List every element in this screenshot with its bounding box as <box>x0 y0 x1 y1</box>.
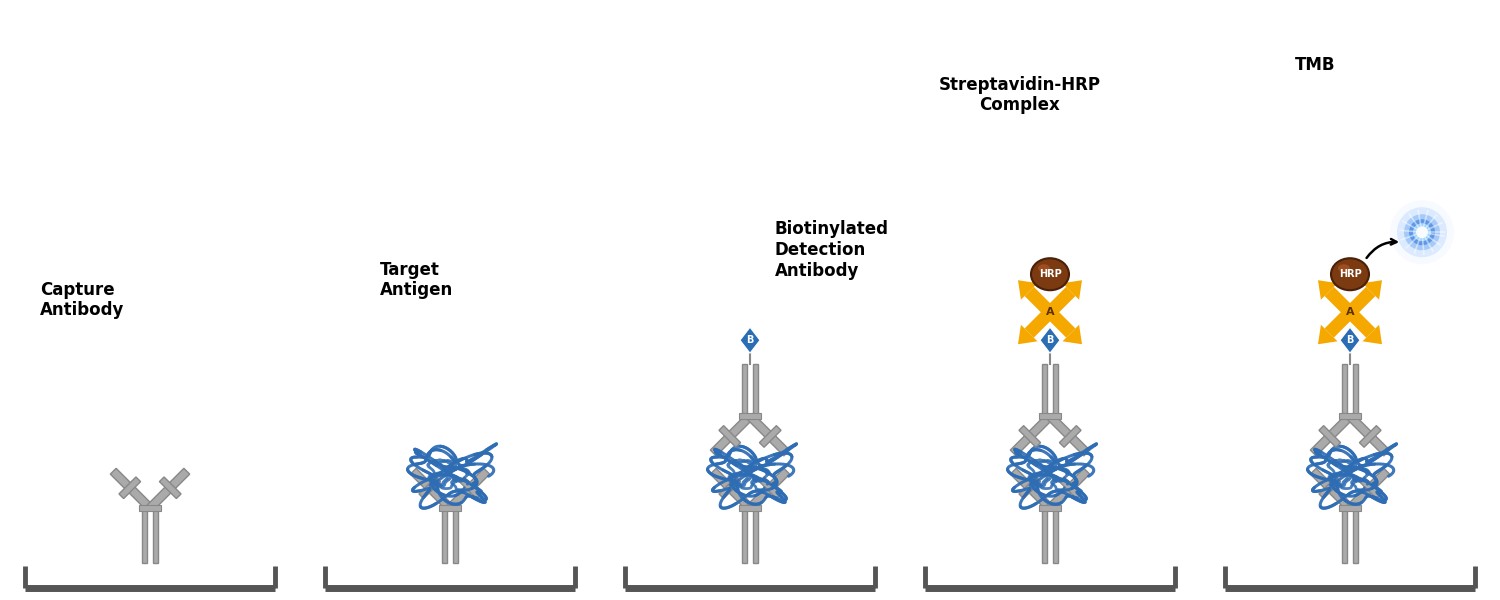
Polygon shape <box>1342 364 1347 416</box>
Polygon shape <box>1318 325 1338 344</box>
FancyBboxPatch shape <box>1040 505 1060 511</box>
FancyBboxPatch shape <box>740 505 760 511</box>
Ellipse shape <box>1330 258 1370 290</box>
Polygon shape <box>442 508 447 563</box>
Polygon shape <box>447 469 489 511</box>
Text: A: A <box>1346 307 1354 317</box>
Polygon shape <box>1346 287 1376 317</box>
Polygon shape <box>711 469 753 511</box>
Polygon shape <box>111 469 153 511</box>
Polygon shape <box>147 469 189 511</box>
Polygon shape <box>1347 469 1389 511</box>
Polygon shape <box>1053 364 1058 416</box>
Bar <box>1041 303 1059 322</box>
Circle shape <box>1416 226 1428 238</box>
Polygon shape <box>759 477 782 499</box>
Polygon shape <box>1347 413 1389 456</box>
Polygon shape <box>142 508 147 563</box>
Polygon shape <box>159 477 182 499</box>
Polygon shape <box>1362 325 1382 344</box>
Polygon shape <box>1324 308 1354 338</box>
Text: Capture
Antibody: Capture Antibody <box>40 281 125 319</box>
Text: B: B <box>747 335 753 345</box>
Polygon shape <box>1340 327 1360 353</box>
Polygon shape <box>1359 477 1382 499</box>
Polygon shape <box>740 327 760 353</box>
Polygon shape <box>1346 308 1376 338</box>
Polygon shape <box>1318 425 1341 447</box>
Polygon shape <box>718 477 741 499</box>
Text: B: B <box>1347 335 1353 345</box>
Polygon shape <box>1318 280 1338 300</box>
Polygon shape <box>1046 308 1076 338</box>
Text: HRP: HRP <box>1338 269 1362 279</box>
Bar <box>1341 303 1359 322</box>
Polygon shape <box>1324 287 1354 317</box>
Polygon shape <box>1042 364 1047 416</box>
Polygon shape <box>742 364 747 416</box>
Polygon shape <box>1047 413 1089 456</box>
Polygon shape <box>1311 413 1353 456</box>
Ellipse shape <box>1038 264 1050 272</box>
Polygon shape <box>753 364 758 416</box>
Polygon shape <box>1353 364 1358 416</box>
Polygon shape <box>1040 327 1060 353</box>
Polygon shape <box>1046 287 1076 317</box>
Polygon shape <box>1024 308 1054 338</box>
Text: HRP: HRP <box>1038 269 1062 279</box>
FancyBboxPatch shape <box>440 505 460 511</box>
Circle shape <box>1404 214 1440 250</box>
Text: A: A <box>1046 307 1054 317</box>
Polygon shape <box>1062 280 1082 300</box>
Polygon shape <box>1053 508 1058 563</box>
Text: B: B <box>1047 335 1053 345</box>
Circle shape <box>1396 207 1447 257</box>
Polygon shape <box>153 508 158 563</box>
FancyBboxPatch shape <box>140 505 160 511</box>
Polygon shape <box>419 477 441 499</box>
FancyBboxPatch shape <box>1340 413 1360 419</box>
FancyBboxPatch shape <box>1340 505 1360 511</box>
Polygon shape <box>1019 325 1038 344</box>
FancyBboxPatch shape <box>740 413 760 419</box>
Circle shape <box>1408 219 1436 245</box>
Polygon shape <box>1342 508 1347 563</box>
Text: Biotinylated
Detection
Antibody: Biotinylated Detection Antibody <box>776 220 889 280</box>
FancyBboxPatch shape <box>1040 413 1060 419</box>
Polygon shape <box>1311 469 1353 511</box>
Polygon shape <box>1042 508 1047 563</box>
Polygon shape <box>711 413 753 456</box>
Ellipse shape <box>1030 258 1069 290</box>
Ellipse shape <box>1338 264 1350 272</box>
Polygon shape <box>1019 477 1041 499</box>
Text: Target
Antigen: Target Antigen <box>380 260 453 299</box>
Polygon shape <box>747 469 789 511</box>
Polygon shape <box>1353 508 1358 563</box>
Polygon shape <box>411 469 453 511</box>
Polygon shape <box>1062 325 1082 344</box>
Text: TMB: TMB <box>1294 56 1335 74</box>
Polygon shape <box>459 477 482 499</box>
Polygon shape <box>1011 413 1053 456</box>
Polygon shape <box>1059 477 1082 499</box>
Polygon shape <box>1011 469 1053 511</box>
Polygon shape <box>1019 280 1038 300</box>
Polygon shape <box>742 508 747 563</box>
Polygon shape <box>1362 280 1382 300</box>
Polygon shape <box>453 508 458 563</box>
Polygon shape <box>1047 469 1089 511</box>
Polygon shape <box>1318 477 1341 499</box>
Text: Streptavidin-HRP
Complex: Streptavidin-HRP Complex <box>939 76 1101 115</box>
Polygon shape <box>1059 425 1082 447</box>
Polygon shape <box>1019 425 1041 447</box>
Polygon shape <box>759 425 782 447</box>
Polygon shape <box>718 425 741 447</box>
Circle shape <box>1390 200 1454 264</box>
Polygon shape <box>753 508 758 563</box>
Polygon shape <box>1359 425 1382 447</box>
Polygon shape <box>118 477 141 499</box>
Polygon shape <box>1024 287 1054 317</box>
Polygon shape <box>747 413 789 456</box>
Circle shape <box>1413 223 1431 241</box>
